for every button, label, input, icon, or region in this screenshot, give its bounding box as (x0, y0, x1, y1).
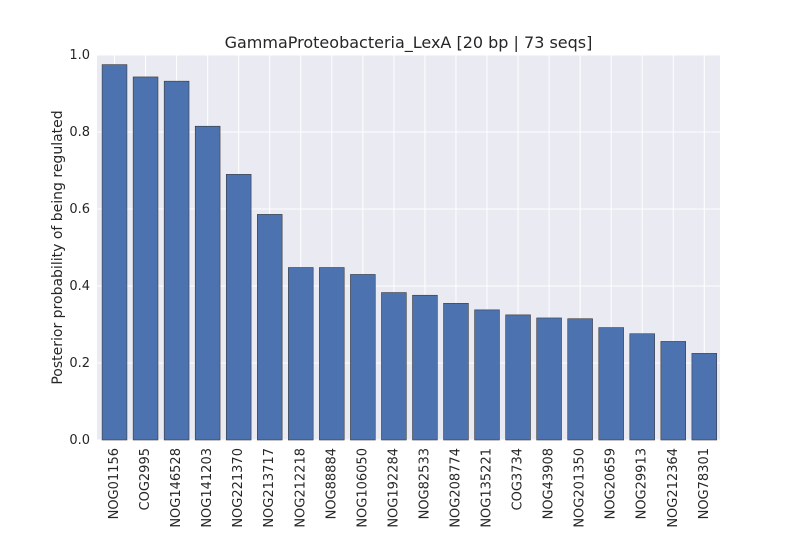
bar-nog213717 (257, 214, 283, 441)
x-tick-label: NOG146528 (169, 448, 184, 528)
y-tick-label: 0.8 (69, 125, 90, 140)
y-tick-label: 0.4 (69, 279, 90, 294)
x-axis-ticks: NOG01156 COG2995 NOG146528 NOG141203 NOG2213… (107, 448, 712, 528)
x-tick-label: NOG01156 (107, 448, 122, 519)
y-tick-label: 0.2 (69, 356, 90, 371)
x-tick-label: NOG29913 (635, 448, 650, 519)
bar-nog208774 (443, 303, 469, 441)
bar-nog106050 (350, 274, 376, 441)
y-axis-ticks: 0.0 0.2 0.4 0.6 0.8 1.0 (69, 48, 90, 448)
x-tick-label: NOG20659 (604, 448, 619, 519)
bar-nog20659 (598, 327, 624, 441)
bar-nog82533 (412, 294, 438, 441)
x-tick-label: NOG43908 (542, 448, 557, 519)
chart-title: GammaProteobacteria_LexA [20 bp | 73 seq… (225, 33, 593, 53)
plot-background (97, 55, 720, 440)
y-axis-label: Posterior probability of being regulated (50, 110, 66, 384)
bar-nog212364 (660, 341, 686, 441)
bar-cog2995 (132, 76, 159, 441)
x-tick-label: NOG208774 (448, 448, 463, 528)
bar-nog135221 (474, 309, 500, 441)
x-tick-label: NOG141203 (200, 448, 215, 528)
bar-nog212218 (288, 267, 314, 441)
x-tick-label: NOG88884 (324, 448, 339, 519)
x-tick-label: NOG212364 (666, 448, 681, 528)
x-tick-label: NOG221370 (231, 448, 246, 528)
bar-nog146528 (163, 80, 190, 441)
x-tick-label: NOG78301 (697, 448, 712, 519)
bar-nog201350 (567, 318, 593, 441)
x-tick-label: COG2995 (138, 448, 153, 510)
x-tick-label: NOG212218 (293, 448, 308, 528)
y-tick-label: 0.6 (69, 202, 90, 217)
bar-nog43908 (536, 317, 562, 441)
bar-nog192284 (381, 292, 407, 441)
bar-nog88884 (319, 267, 345, 441)
bar-nog01156 (101, 64, 128, 441)
y-tick-label: 1.0 (69, 48, 90, 63)
x-tick-label: NOG201350 (573, 448, 588, 528)
bar-nog29913 (629, 333, 655, 441)
x-tick-label: NOG106050 (355, 448, 370, 528)
bars (101, 64, 718, 441)
x-tick-label: NOG213717 (262, 448, 277, 528)
x-tick-label: NOG192284 (386, 448, 401, 528)
y-tick-label: 0.0 (69, 433, 90, 448)
x-tick-label: COG3734 (511, 448, 526, 510)
x-tick-label: NOG82533 (417, 448, 432, 519)
bar-nog221370 (225, 174, 252, 441)
x-tick-label: NOG135221 (480, 448, 495, 528)
bar-nog78301 (691, 353, 718, 441)
bar-cog3734 (505, 314, 531, 441)
bar-nog141203 (194, 125, 221, 441)
